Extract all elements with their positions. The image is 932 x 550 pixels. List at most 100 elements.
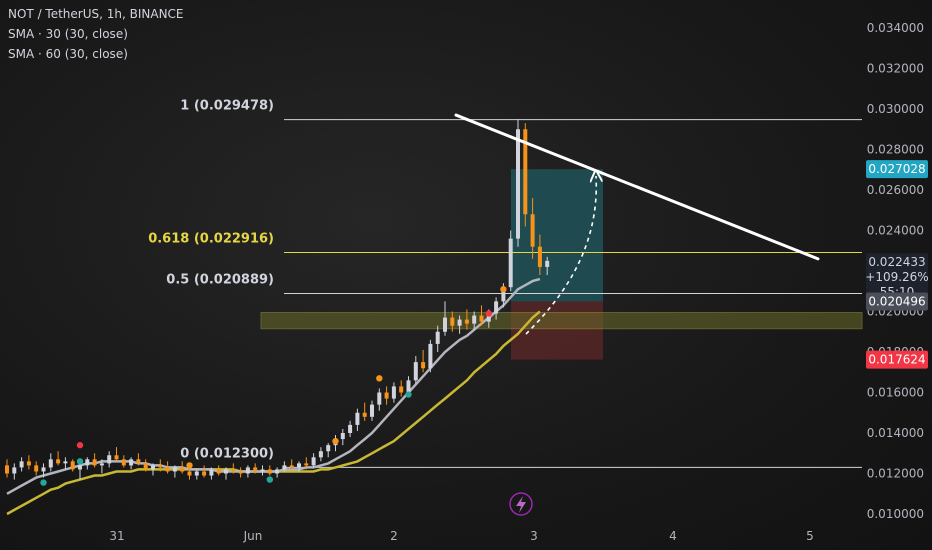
x-tick-label: 31 <box>109 529 124 543</box>
candle <box>48 453 53 472</box>
candle <box>275 467 280 478</box>
candle <box>70 459 75 472</box>
target-price-text: 0.027028 <box>868 162 925 176</box>
candle <box>457 315 462 334</box>
x-tick-label: 2 <box>390 529 398 543</box>
y-tick-label: 0.034000 <box>867 21 924 35</box>
candle <box>355 408 360 431</box>
stop-zone <box>511 301 603 360</box>
candle <box>253 463 258 474</box>
candle <box>428 339 433 373</box>
stop-price-label: 0.017624 <box>866 350 928 369</box>
candle <box>238 467 243 478</box>
y-tick-label: 0.030000 <box>867 102 924 116</box>
support-zone <box>260 312 863 330</box>
sma60-line <box>6 310 541 516</box>
candle <box>267 465 272 476</box>
current-price-line: +109.26% <box>865 270 928 284</box>
candle <box>304 457 309 470</box>
x-tick-label: 5 <box>806 529 814 543</box>
candle <box>26 455 31 470</box>
signal-dot <box>405 391 412 398</box>
candle <box>85 457 90 470</box>
y-tick-label: 0.016000 <box>867 386 924 400</box>
y-tick-label: 0.032000 <box>867 62 924 76</box>
candle <box>41 463 46 478</box>
y-tick-label: 0.028000 <box>867 143 924 157</box>
candle <box>194 469 199 480</box>
candle <box>443 301 447 336</box>
signal-dot <box>76 458 84 465</box>
candle <box>326 443 331 458</box>
candle <box>19 457 24 472</box>
fib-label: 0.5 (0.020889) <box>166 272 274 287</box>
candle <box>231 463 236 474</box>
projection-arrow <box>525 176 596 335</box>
candle <box>297 461 301 472</box>
candle <box>245 465 250 478</box>
signal-dot <box>332 437 339 445</box>
candle <box>56 451 61 466</box>
lightning-icon <box>509 492 533 516</box>
candle <box>348 420 353 438</box>
candle <box>413 356 418 385</box>
candle <box>523 123 528 227</box>
candle <box>129 457 134 470</box>
candle <box>362 402 367 421</box>
candle <box>370 400 374 421</box>
candle <box>158 459 163 472</box>
x-tick-label: 3 <box>530 529 538 543</box>
candle <box>260 465 265 476</box>
signal-dot <box>76 441 84 449</box>
candle <box>340 428 345 446</box>
candle <box>421 349 426 373</box>
candle <box>202 465 207 478</box>
target-price-label: 0.027028 <box>866 160 928 179</box>
candle <box>34 461 39 476</box>
candle <box>92 453 97 468</box>
x-tick-label: 4 <box>669 529 677 543</box>
indicator-sma30-label[interactable]: SMA · 30 (30, close) <box>8 27 128 41</box>
candle <box>472 311 477 330</box>
signal-dot <box>376 375 383 382</box>
symbol-title[interactable]: NOT / TetherUS, 1h, BINANCE <box>8 7 184 21</box>
candle <box>107 451 112 468</box>
candle <box>384 386 389 405</box>
y-tick-label: 0.010000 <box>867 507 924 521</box>
candle <box>224 467 228 480</box>
signal-dot <box>186 462 193 469</box>
indicator-sma60-label[interactable]: SMA · 60 (30, close) <box>8 47 128 61</box>
signal-dot <box>500 286 507 293</box>
current-price-line: 0.022433 <box>868 255 925 269</box>
y-tick-label: 0.026000 <box>867 183 924 197</box>
candle <box>282 461 287 472</box>
candle <box>63 457 68 470</box>
zone-price-label: 0.020496 <box>866 292 928 311</box>
y-tick-label: 0.012000 <box>867 467 924 481</box>
candle <box>151 463 155 476</box>
candle <box>530 198 535 259</box>
candle <box>508 230 513 292</box>
candle <box>479 305 484 326</box>
candle <box>99 459 104 474</box>
signal-dot <box>485 310 492 317</box>
candle <box>464 309 469 330</box>
fib-label: 0 (0.012300) <box>180 446 274 461</box>
signal-dot <box>266 476 273 483</box>
candle <box>377 388 382 411</box>
zone-price-text: 0.020496 <box>868 294 925 308</box>
candle <box>494 297 499 320</box>
candle <box>435 325 440 352</box>
chart-legend: NOT / TetherUS, 1h, BINANCE SMA · 30 (30… <box>8 7 184 64</box>
candle <box>5 459 9 478</box>
candle <box>172 465 177 478</box>
y-tick-label: 0.024000 <box>867 224 924 238</box>
candle <box>209 467 214 480</box>
candle <box>318 447 323 462</box>
candle <box>136 453 141 466</box>
y-tick-label: 0.014000 <box>867 426 924 440</box>
candle <box>450 311 455 332</box>
candle <box>391 382 396 403</box>
